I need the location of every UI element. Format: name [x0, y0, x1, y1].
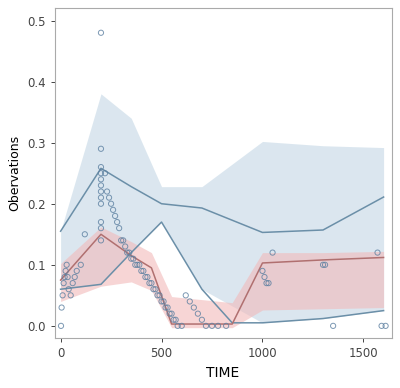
Point — [98, 182, 104, 189]
Point — [98, 225, 104, 231]
Point — [156, 292, 163, 298]
Point — [62, 268, 69, 274]
Point — [98, 146, 104, 152]
Point — [134, 262, 140, 268]
Point — [60, 292, 66, 298]
Point — [164, 305, 171, 311]
Point — [98, 176, 104, 182]
Point — [98, 237, 104, 244]
Point — [269, 249, 276, 256]
Point — [98, 29, 104, 36]
Point — [223, 323, 229, 329]
Point — [72, 274, 78, 280]
Point — [112, 213, 118, 219]
Point — [152, 286, 159, 292]
Point — [118, 237, 124, 244]
Point — [106, 194, 112, 201]
Point — [140, 268, 146, 274]
Point — [102, 170, 108, 176]
Point — [138, 268, 144, 274]
Point — [62, 274, 68, 280]
Point — [114, 219, 120, 225]
Point — [64, 262, 70, 268]
Point — [195, 310, 201, 317]
Point — [209, 323, 215, 329]
Point — [132, 262, 138, 268]
Point — [98, 170, 104, 176]
Point — [110, 207, 116, 213]
Point — [130, 256, 136, 262]
Point — [98, 194, 104, 201]
Point — [78, 262, 84, 268]
Point — [154, 292, 161, 298]
Point — [70, 280, 76, 286]
Point — [215, 323, 221, 329]
Point — [322, 262, 328, 268]
Point — [98, 201, 104, 207]
Point — [108, 201, 114, 207]
Point — [174, 323, 181, 329]
Point — [148, 280, 155, 286]
Point — [58, 305, 65, 311]
Point — [146, 280, 153, 286]
Point — [144, 274, 151, 280]
Point — [170, 317, 177, 323]
Point — [162, 305, 169, 311]
Point — [320, 262, 326, 268]
Point — [203, 323, 209, 329]
Point — [98, 164, 104, 170]
Point — [128, 256, 134, 262]
Point — [142, 274, 148, 280]
Point — [265, 280, 272, 286]
Point — [160, 298, 167, 305]
Point — [259, 268, 266, 274]
Point — [74, 268, 80, 274]
Point — [104, 189, 110, 195]
Point — [124, 249, 130, 256]
Point — [172, 317, 179, 323]
Point — [58, 323, 64, 329]
Point — [178, 323, 185, 329]
Point — [263, 280, 270, 286]
Point — [382, 323, 389, 329]
Point — [64, 274, 71, 280]
Point — [191, 305, 197, 311]
Point — [66, 286, 72, 292]
Point — [98, 189, 104, 195]
Y-axis label: Obervations: Obervations — [8, 135, 21, 211]
Point — [98, 219, 104, 225]
X-axis label: TIME: TIME — [206, 365, 240, 380]
Point — [186, 298, 193, 305]
Point — [182, 292, 189, 298]
Point — [168, 310, 175, 317]
Point — [261, 274, 268, 280]
Point — [158, 298, 165, 305]
Point — [199, 317, 205, 323]
Point — [374, 249, 381, 256]
Point — [122, 243, 128, 249]
Point — [60, 280, 67, 286]
Point — [150, 286, 157, 292]
Point — [330, 323, 336, 329]
Point — [136, 262, 142, 268]
Point — [82, 231, 88, 237]
Point — [126, 249, 132, 256]
Point — [166, 310, 173, 317]
Point — [120, 237, 126, 244]
Point — [68, 292, 74, 298]
Point — [378, 323, 385, 329]
Point — [116, 225, 122, 231]
